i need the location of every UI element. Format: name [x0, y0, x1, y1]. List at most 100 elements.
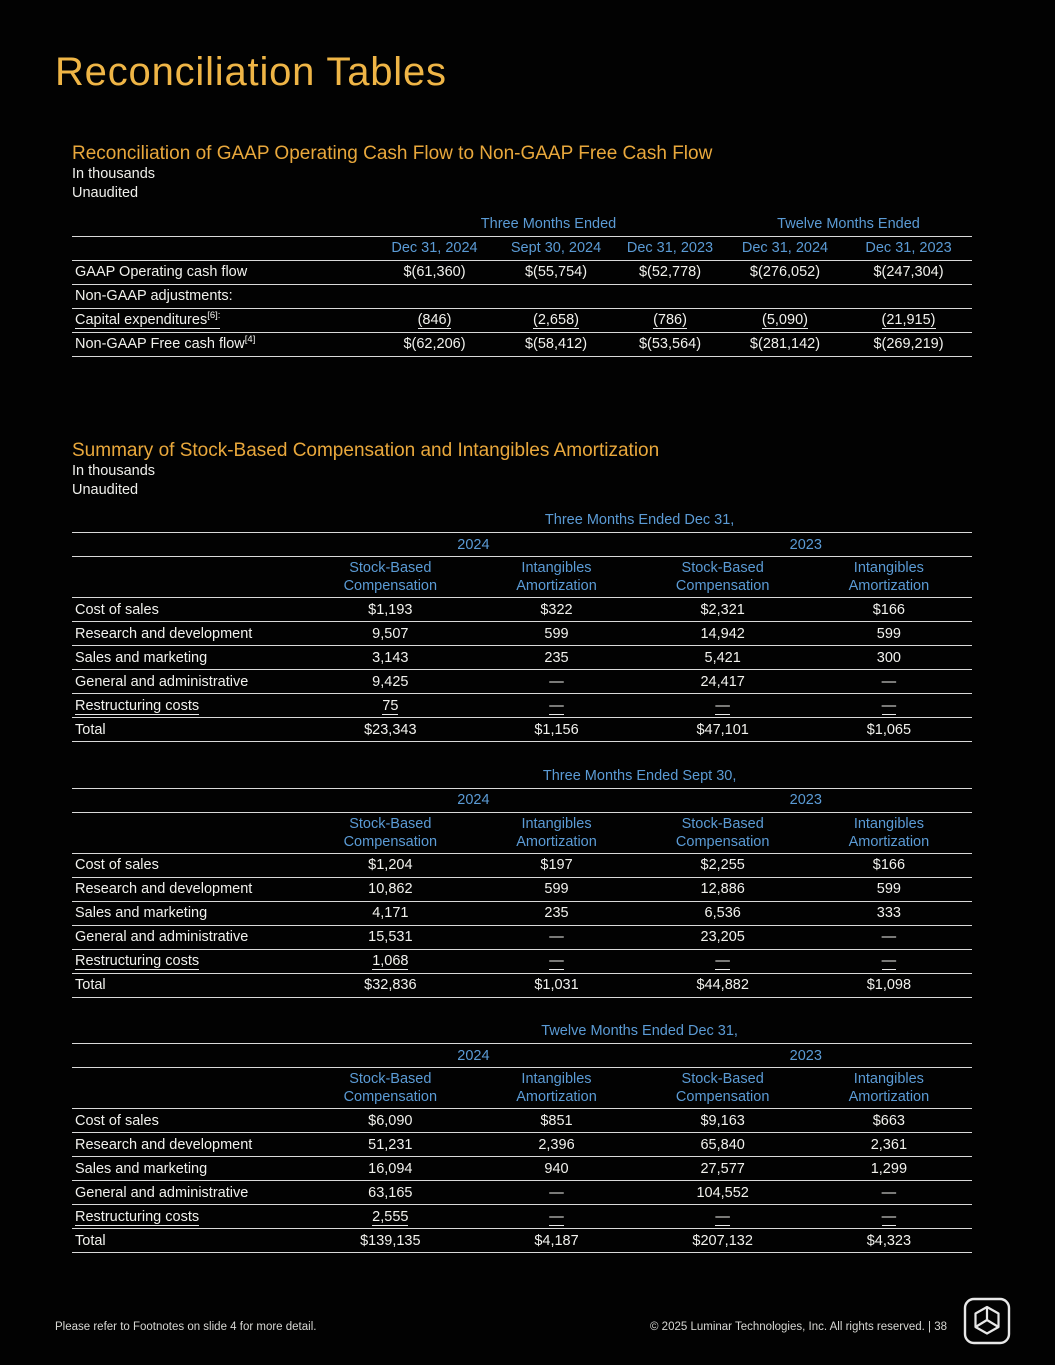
- stock-table: Three Months Ended Dec 31, 2024 2023 Sto…: [72, 508, 972, 742]
- page-title: Reconciliation Tables: [55, 50, 447, 94]
- cell-value: $(62,206): [372, 332, 497, 357]
- year-2023: 2023: [639, 1043, 972, 1068]
- table-row: Cost of sales $6,090 $851 $9,163 $663: [72, 1108, 972, 1133]
- cell-value: $197: [473, 853, 640, 878]
- empty-cell: [72, 788, 308, 813]
- column-header-row: Stock-Based Compensation Intangibles Amor…: [72, 812, 972, 854]
- cell-value: $1,065: [805, 717, 972, 742]
- cell-value: $322: [473, 597, 640, 622]
- row-label: General and administrative: [72, 669, 308, 694]
- table-row: Capital expenditures[6]: (846) (2,658) (…: [72, 308, 973, 333]
- cell-value: $(269,219): [845, 332, 973, 357]
- column-header-row: Stock-Based Compensation Intangibles Amor…: [72, 1067, 972, 1109]
- cashflow-section-title: Reconciliation of GAAP Operating Cash Fl…: [72, 143, 713, 164]
- cell-value: —: [473, 1180, 640, 1205]
- row-label: Non-GAAP adjustments:: [72, 284, 973, 309]
- cell-value: 4,171: [307, 901, 474, 926]
- cell-value: $1,156: [473, 717, 640, 742]
- cell-value: $44,882: [639, 973, 806, 998]
- stock-table: Three Months Ended Sept 30, 2024 2023 St…: [72, 764, 972, 998]
- column-header: Stock-Based Compensation: [639, 812, 806, 854]
- table-row: Research and development 51,231 2,396 65,84…: [72, 1132, 972, 1157]
- cell-value: 15,531: [307, 925, 474, 950]
- table-row: Sales and marketing 4,171 235 6,536 333: [72, 901, 972, 926]
- group-header-twelve-months: Twelve Months Ended: [725, 212, 973, 237]
- cell-value: $851: [473, 1108, 640, 1133]
- cell-value: 9,425: [307, 669, 474, 694]
- year-2023: 2023: [639, 532, 972, 557]
- row-label: General and administrative: [72, 925, 308, 950]
- cell-value: $47,101: [639, 717, 806, 742]
- period-title: Three Months Ended Sept 30,: [307, 764, 972, 789]
- total-row: Total $32,836 $1,031 $44,882 $1,098: [72, 973, 972, 998]
- group-header-row: Three Months Ended Twelve Months Ended: [72, 212, 973, 237]
- row-label: Non-GAAP Free cash flow[4]: [72, 332, 372, 357]
- stock-table-block: Twelve Months Ended Dec 31, 2024 2023 St…: [72, 1019, 972, 1253]
- cell-value: $1,031: [473, 973, 640, 998]
- cell-value: (786): [615, 308, 725, 333]
- empty-cell: [72, 556, 308, 598]
- cell-value: 6,536: [639, 901, 806, 926]
- stock-table-block: Three Months Ended Dec 31, 2024 2023 Sto…: [72, 508, 972, 742]
- year-2023: 2023: [639, 788, 972, 813]
- table-row: Research and development 10,862 599 12,886 5…: [72, 877, 972, 902]
- empty-cell: [72, 1019, 308, 1044]
- cell-value: 63,165: [307, 1180, 474, 1205]
- table-row: Restructuring costs 75— — —: [72, 693, 972, 718]
- cell-value: $(247,304): [845, 260, 973, 285]
- cell-value: $23,343: [307, 717, 474, 742]
- year-row: 2024 2023: [72, 788, 972, 813]
- cashflow-table: Three Months Ended Twelve Months Ended D…: [72, 212, 973, 357]
- cell-value: $2,255: [639, 853, 806, 878]
- cell-value: —: [805, 949, 972, 974]
- row-label: Sales and marketing: [72, 645, 308, 670]
- cell-value: 14,942: [639, 621, 806, 646]
- table-row: Cost of sales $1,204 $197 $2,255 $166: [72, 853, 972, 878]
- empty-cell: [72, 212, 372, 237]
- cell-value: 16,094: [307, 1156, 474, 1181]
- total-row: Total $23,343 $1,156 $47,101 $1,065: [72, 717, 972, 742]
- cell-value: —: [473, 693, 640, 718]
- cell-value: 599: [473, 621, 640, 646]
- column-header: Intangibles Amortization: [805, 556, 972, 598]
- row-label: Research and development: [72, 877, 308, 902]
- cell-value: 599: [473, 877, 640, 902]
- cell-value: $1,204: [307, 853, 474, 878]
- cell-value: 65,840: [639, 1132, 806, 1157]
- row-label: General and administrative: [72, 1180, 308, 1205]
- cashflow-unit-note: In thousands: [72, 166, 156, 182]
- cell-value: $139,135: [307, 1228, 474, 1253]
- empty-cell: [72, 812, 308, 854]
- empty-cell: [72, 764, 308, 789]
- cell-value: 2,555: [307, 1204, 474, 1229]
- cell-value: 235: [473, 645, 640, 670]
- stock-section-title: Summary of Stock-Based Compensation and …: [72, 439, 660, 461]
- footnote-reference-text: Please refer to Footnotes on slide 4 for…: [55, 1321, 317, 1333]
- row-label: Capital expenditures[6]:: [72, 308, 372, 333]
- cell-value: $32,836: [307, 973, 474, 998]
- cell-value: $4,323: [805, 1228, 972, 1253]
- cell-value: 9,507: [307, 621, 474, 646]
- table-row: Restructuring costs 1,068— — —: [72, 949, 972, 974]
- year-2024: 2024: [307, 788, 640, 813]
- row-label: GAAP Operating cash flow: [72, 260, 372, 285]
- row-label: Cost of sales: [72, 853, 308, 878]
- row-label: Cost of sales: [72, 597, 308, 622]
- column-header: Intangibles Amortization: [473, 1067, 640, 1109]
- cell-value: $(58,412): [497, 332, 615, 357]
- cell-value: 1,068: [307, 949, 474, 974]
- column-header: Stock-Based Compensation: [307, 556, 474, 598]
- column-header: Stock-Based Compensation: [639, 556, 806, 598]
- cell-value: $166: [805, 853, 972, 878]
- cell-value: —: [805, 669, 972, 694]
- cell-value: 10,862: [307, 877, 474, 902]
- cell-value: —: [805, 1204, 972, 1229]
- period-title: Three Months Ended Dec 31,: [307, 508, 972, 533]
- stock-tables-container: Three Months Ended Dec 31, 2024 2023 Sto…: [72, 508, 972, 1253]
- cell-value: 5,421: [639, 645, 806, 670]
- column-header: Intangibles Amortization: [473, 812, 640, 854]
- row-label: Total: [72, 973, 308, 998]
- table-row: Sales and marketing 16,094 940 27,577 1,299: [72, 1156, 972, 1181]
- column-header: Dec 31, 2023: [845, 236, 973, 261]
- cell-value: 599: [805, 621, 972, 646]
